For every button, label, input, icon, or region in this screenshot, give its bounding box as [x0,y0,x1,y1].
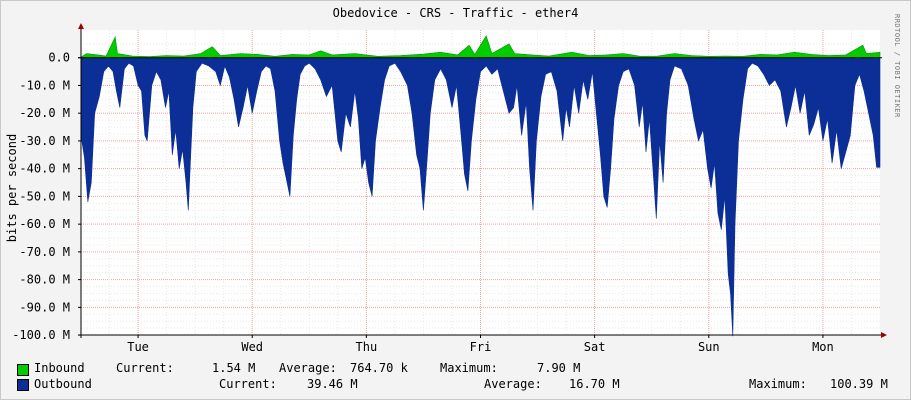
y-tick-label: -90.0 M [19,300,70,314]
x-tick-label: Thu [356,340,378,354]
inbound-maximum-label: Maximum: [440,361,498,375]
vendor-watermark: RRDTOOL / TOBI OETIKER [893,14,901,118]
outbound-name: Outbound [34,377,92,391]
inbound-name: Inbound [34,361,85,375]
outbound-current-value: 39.46 M [307,377,358,391]
y-tick-label: -30.0 M [19,134,70,148]
y-tick-label: -50.0 M [19,189,70,203]
x-tick-label: Mon [812,340,834,354]
y-tick-labels: 0.0 -10.0 M -20.0 M -30.0 M -40.0 M -50.0 M -6… [12,51,70,342]
y-tick-label: -100.0 M [12,328,70,342]
legend: Inbound Current: 1.54 M Average: 764.70 … [0,360,911,400]
y-tick-label: -80.0 M [19,273,70,287]
x-tick-label: Sun [698,340,720,354]
outbound-current-label: Current: [219,377,277,391]
outbound-maximum-value: 100.39 M [830,377,888,391]
outbound-area [80,57,881,337]
traffic-chart: 0.0 -10.0 M -20.0 M -30.0 M -40.0 M -50.0 M -6… [12,23,887,354]
y-tick-label: -40.0 M [19,162,70,176]
inbound-swatch [17,364,29,376]
x-tick-labels: Tue Wed Thu Fri Sat Sun Mon [127,340,834,354]
inbound-current-label: Current: [116,361,174,375]
y-tick-label: -60.0 M [19,217,70,231]
y-tick-label: -10.0 M [19,78,70,92]
outbound-swatch [17,379,29,391]
chart-title: Obedovice - CRS - Traffic - ether4 [332,6,579,20]
inbound-average-value: 764.70 k [350,361,408,375]
inbound-area [80,35,881,58]
x-tick-label: Wed [241,340,263,354]
outbound-average-label: Average: [484,377,542,391]
y-tick-label: -20.0 M [19,106,70,120]
x-tick-label: Fri [470,340,492,354]
x-axis-arrow [881,332,887,338]
y-tick-label: -70.0 M [19,245,70,259]
y-tick-label: 0.0 [48,51,70,65]
axes [78,23,887,338]
y-axis-arrow [78,23,84,29]
outbound-average-value: 16.70 M [569,377,620,391]
x-tick-label: Sat [584,340,606,354]
inbound-maximum-value: 7.90 M [537,361,581,375]
inbound-average-label: Average: [279,361,337,375]
outbound-maximum-label: Maximum: [749,377,807,391]
x-tick-label: Tue [127,340,149,354]
inbound-current-value: 1.54 M [212,361,256,375]
